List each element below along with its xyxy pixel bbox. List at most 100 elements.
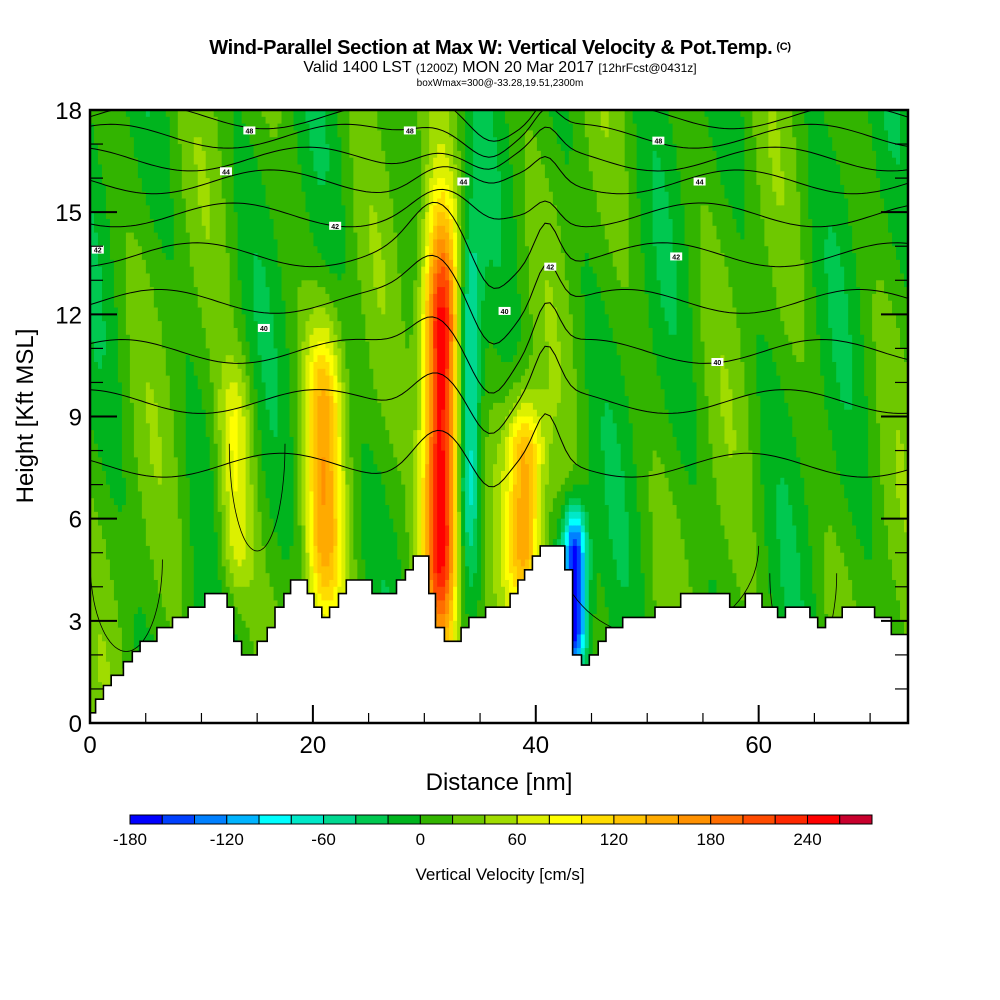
- w-cell: [249, 579, 255, 642]
- w-cell: [844, 198, 849, 295]
- w-cell: [237, 341, 243, 370]
- w-cell: [449, 573, 454, 601]
- w-cell: [221, 198, 227, 363]
- w-cell: [508, 110, 514, 166]
- w-cell: [792, 525, 797, 656]
- w-cell: [429, 205, 434, 234]
- w-cell: [265, 205, 271, 288]
- w-cell: [848, 110, 853, 227]
- w-cell: [540, 464, 546, 561]
- w-cell: [349, 110, 354, 159]
- w-cell: [441, 600, 446, 615]
- w-cell: [481, 300, 486, 397]
- w-cell: [880, 198, 885, 281]
- w-cell: [433, 184, 438, 206]
- w-cell: [465, 110, 470, 241]
- w-cell: [576, 648, 582, 656]
- w-cell: [90, 123, 95, 213]
- w-cell: [313, 362, 319, 390]
- w-cell: [325, 375, 331, 397]
- colorbar-tick-label: -60: [311, 830, 336, 849]
- w-cell: [301, 341, 307, 527]
- contour-label: 40: [498, 306, 511, 316]
- w-cell: [433, 273, 438, 295]
- w-cell: [812, 110, 817, 288]
- w-cell: [636, 110, 642, 200]
- w-cell: [572, 648, 578, 656]
- w-cell: [544, 110, 550, 179]
- w-cell: [129, 137, 135, 234]
- theta-contour: [90, 201, 908, 289]
- w-cell: [317, 552, 323, 574]
- w-cell: [93, 144, 99, 234]
- w-cell: [441, 144, 446, 179]
- w-cell: [321, 505, 327, 567]
- w-cell: [441, 253, 446, 268]
- w-cell: [341, 110, 346, 206]
- w-cell: [776, 375, 781, 486]
- w-cell: [433, 348, 438, 445]
- w-cell: [704, 396, 710, 723]
- w-cell: [884, 212, 889, 295]
- w-cell: [317, 327, 323, 343]
- contour-label-bg: [498, 306, 511, 315]
- w-cell: [309, 280, 315, 315]
- w-cell: [736, 110, 742, 234]
- w-cell: [149, 287, 155, 390]
- w-cell: [608, 110, 614, 254]
- w-cell: [644, 110, 650, 295]
- w-cell: [389, 518, 394, 601]
- w-cell: [221, 362, 227, 506]
- w-cell: [720, 355, 726, 418]
- w-cell: [469, 253, 474, 452]
- w-cell: [676, 450, 682, 520]
- w-cell: [568, 498, 574, 506]
- w-cell: [800, 477, 805, 601]
- w-cell: [209, 110, 215, 384]
- w-cell: [872, 293, 877, 343]
- w-cell: [441, 191, 446, 213]
- w-cell: [125, 110, 131, 118]
- w-cell: [536, 150, 542, 390]
- w-cell: [141, 518, 147, 615]
- w-cell: [724, 539, 730, 615]
- w-cell: [229, 573, 235, 595]
- x-axis-label: Distance [nm]: [426, 769, 573, 796]
- w-cell: [820, 375, 825, 723]
- w-cell: [381, 416, 386, 486]
- w-cell: [409, 110, 414, 336]
- w-cell: [321, 355, 327, 370]
- contour-label-bg: [711, 358, 724, 367]
- w-cell: [904, 532, 908, 636]
- w-cell: [784, 484, 789, 615]
- w-cell: [157, 239, 163, 322]
- w-cell: [237, 280, 243, 343]
- w-cell: [321, 341, 327, 356]
- w-cell: [796, 110, 801, 193]
- w-cell: [900, 443, 905, 520]
- w-cell: [445, 593, 450, 615]
- w-cell: [253, 157, 259, 254]
- w-cell: [836, 470, 841, 547]
- w-cell: [441, 239, 446, 254]
- w-cell: [449, 198, 454, 220]
- w-cell: [576, 634, 582, 649]
- w-cell: [556, 144, 562, 227]
- w-cell: [305, 280, 311, 322]
- w-cell: [748, 110, 753, 452]
- w-cell: [225, 110, 231, 254]
- w-cell: [449, 280, 454, 315]
- w-cell: [197, 205, 203, 309]
- theta-contour: [90, 559, 163, 652]
- w-cell: [668, 123, 674, 220]
- w-cell: [824, 239, 829, 275]
- contour-label-text: 44: [222, 169, 230, 176]
- w-cell: [321, 184, 327, 261]
- w-cell: [257, 355, 263, 431]
- w-cell: [229, 545, 235, 574]
- w-cell: [580, 532, 586, 554]
- w-cell: [193, 287, 199, 377]
- w-cell: [580, 110, 586, 268]
- w-cell: [664, 191, 670, 322]
- w-cell: [445, 614, 450, 629]
